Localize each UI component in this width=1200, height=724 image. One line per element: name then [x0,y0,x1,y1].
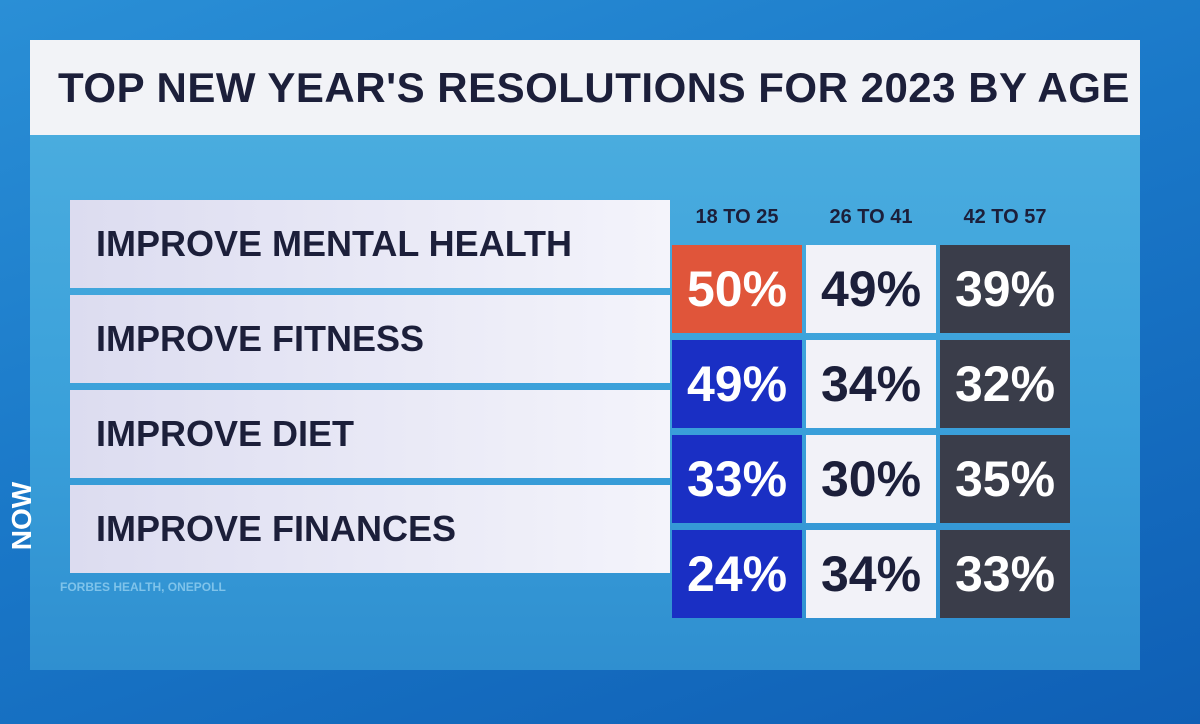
side-label: NOW [6,481,38,551]
value-cell: 33% [940,530,1070,618]
value-cell: 34% [806,340,936,428]
column-header: 18 TO 25 [695,206,779,228]
source: FORBES HEALTH, ONEPOLL [60,580,226,594]
row-label-text: IMPROVE DIET [96,413,355,454]
value-cell: 49% [806,245,936,333]
row-label: IMPROVE MENTAL HEALTH [70,200,670,288]
value-cell: 33% [672,435,802,523]
value-cell: 50% [672,245,802,333]
title: TOP NEW YEAR'S RESOLUTIONS FOR 2023 BY A… [58,63,1130,111]
column-header: 26 TO 41 [829,206,913,228]
value-cell: 32% [940,340,1070,428]
value-cell: 35% [940,435,1070,523]
row-label: IMPROVE DIET [70,390,670,478]
value-cell: 49% [672,340,802,428]
row-label-text: IMPROVE FITNESS [96,318,425,359]
row-label: IMPROVE FINANCES [70,485,670,573]
value-cell: 34% [806,530,936,618]
row-label: IMPROVE FITNESS [70,295,670,383]
value-cell: 30% [806,435,936,523]
value-cell: 24% [672,530,802,618]
row-label-text: IMPROVE MENTAL HEALTH [96,223,572,264]
column-header: 42 TO 57 [963,206,1047,228]
row-label-text: IMPROVE FINANCES [96,508,457,549]
title-box: TOP NEW YEAR'S RESOLUTIONS FOR 2023 BY A… [30,40,1140,135]
value-cell: 39% [940,245,1070,333]
